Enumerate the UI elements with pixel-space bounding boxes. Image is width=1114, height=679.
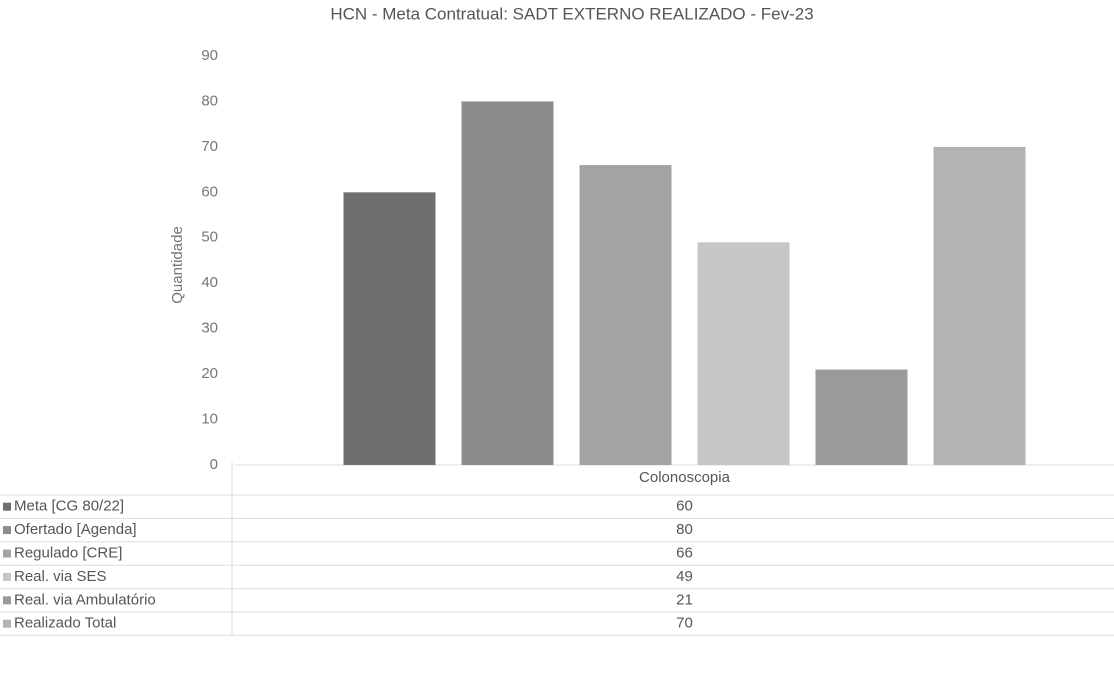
legend-label: Realizado Total <box>14 615 116 632</box>
legend-label: Ofertado [Agenda] <box>14 521 137 538</box>
legend-label: Meta [CG 80/22] <box>14 498 124 515</box>
y-tick-label: 60 <box>201 183 218 200</box>
y-tick-label: 30 <box>201 320 218 337</box>
legend-swatch <box>3 549 11 558</box>
bar <box>461 101 554 465</box>
legend-label: Regulado [CRE] <box>14 544 122 561</box>
bar <box>343 192 436 466</box>
bar <box>579 165 672 466</box>
chart-title: HCN - Meta Contratual: SADT EXTERNO REAL… <box>330 4 813 23</box>
bar <box>697 242 790 465</box>
bar <box>815 369 908 465</box>
y-tick-label: 80 <box>201 92 218 109</box>
y-tick-label: 50 <box>201 229 218 246</box>
y-tick-label: 10 <box>201 411 218 428</box>
legend-swatch <box>3 572 11 581</box>
table-value: 60 <box>676 498 693 515</box>
table-value: 70 <box>676 615 693 632</box>
table-value: 80 <box>676 521 693 538</box>
table-value: 21 <box>676 591 693 608</box>
legend-label: Real. via SES <box>14 568 107 585</box>
table-value: 66 <box>676 544 693 561</box>
y-tick-label: 40 <box>201 274 218 291</box>
legend-swatch <box>3 526 11 535</box>
y-axis-label: Quantidade <box>169 226 186 304</box>
table-value: 49 <box>676 568 693 585</box>
y-tick-label: 20 <box>201 365 218 382</box>
y-tick-label: 0 <box>210 456 218 473</box>
legend-swatch <box>3 619 11 628</box>
y-tick-label: 70 <box>201 138 218 155</box>
bar <box>933 146 1026 465</box>
legend-label: Real. via Ambulatório <box>14 591 156 608</box>
legend-swatch <box>3 502 11 511</box>
legend-swatch <box>3 596 11 605</box>
y-tick-label: 90 <box>201 47 218 64</box>
x-tick-label: Colonoscopia <box>639 469 731 486</box>
